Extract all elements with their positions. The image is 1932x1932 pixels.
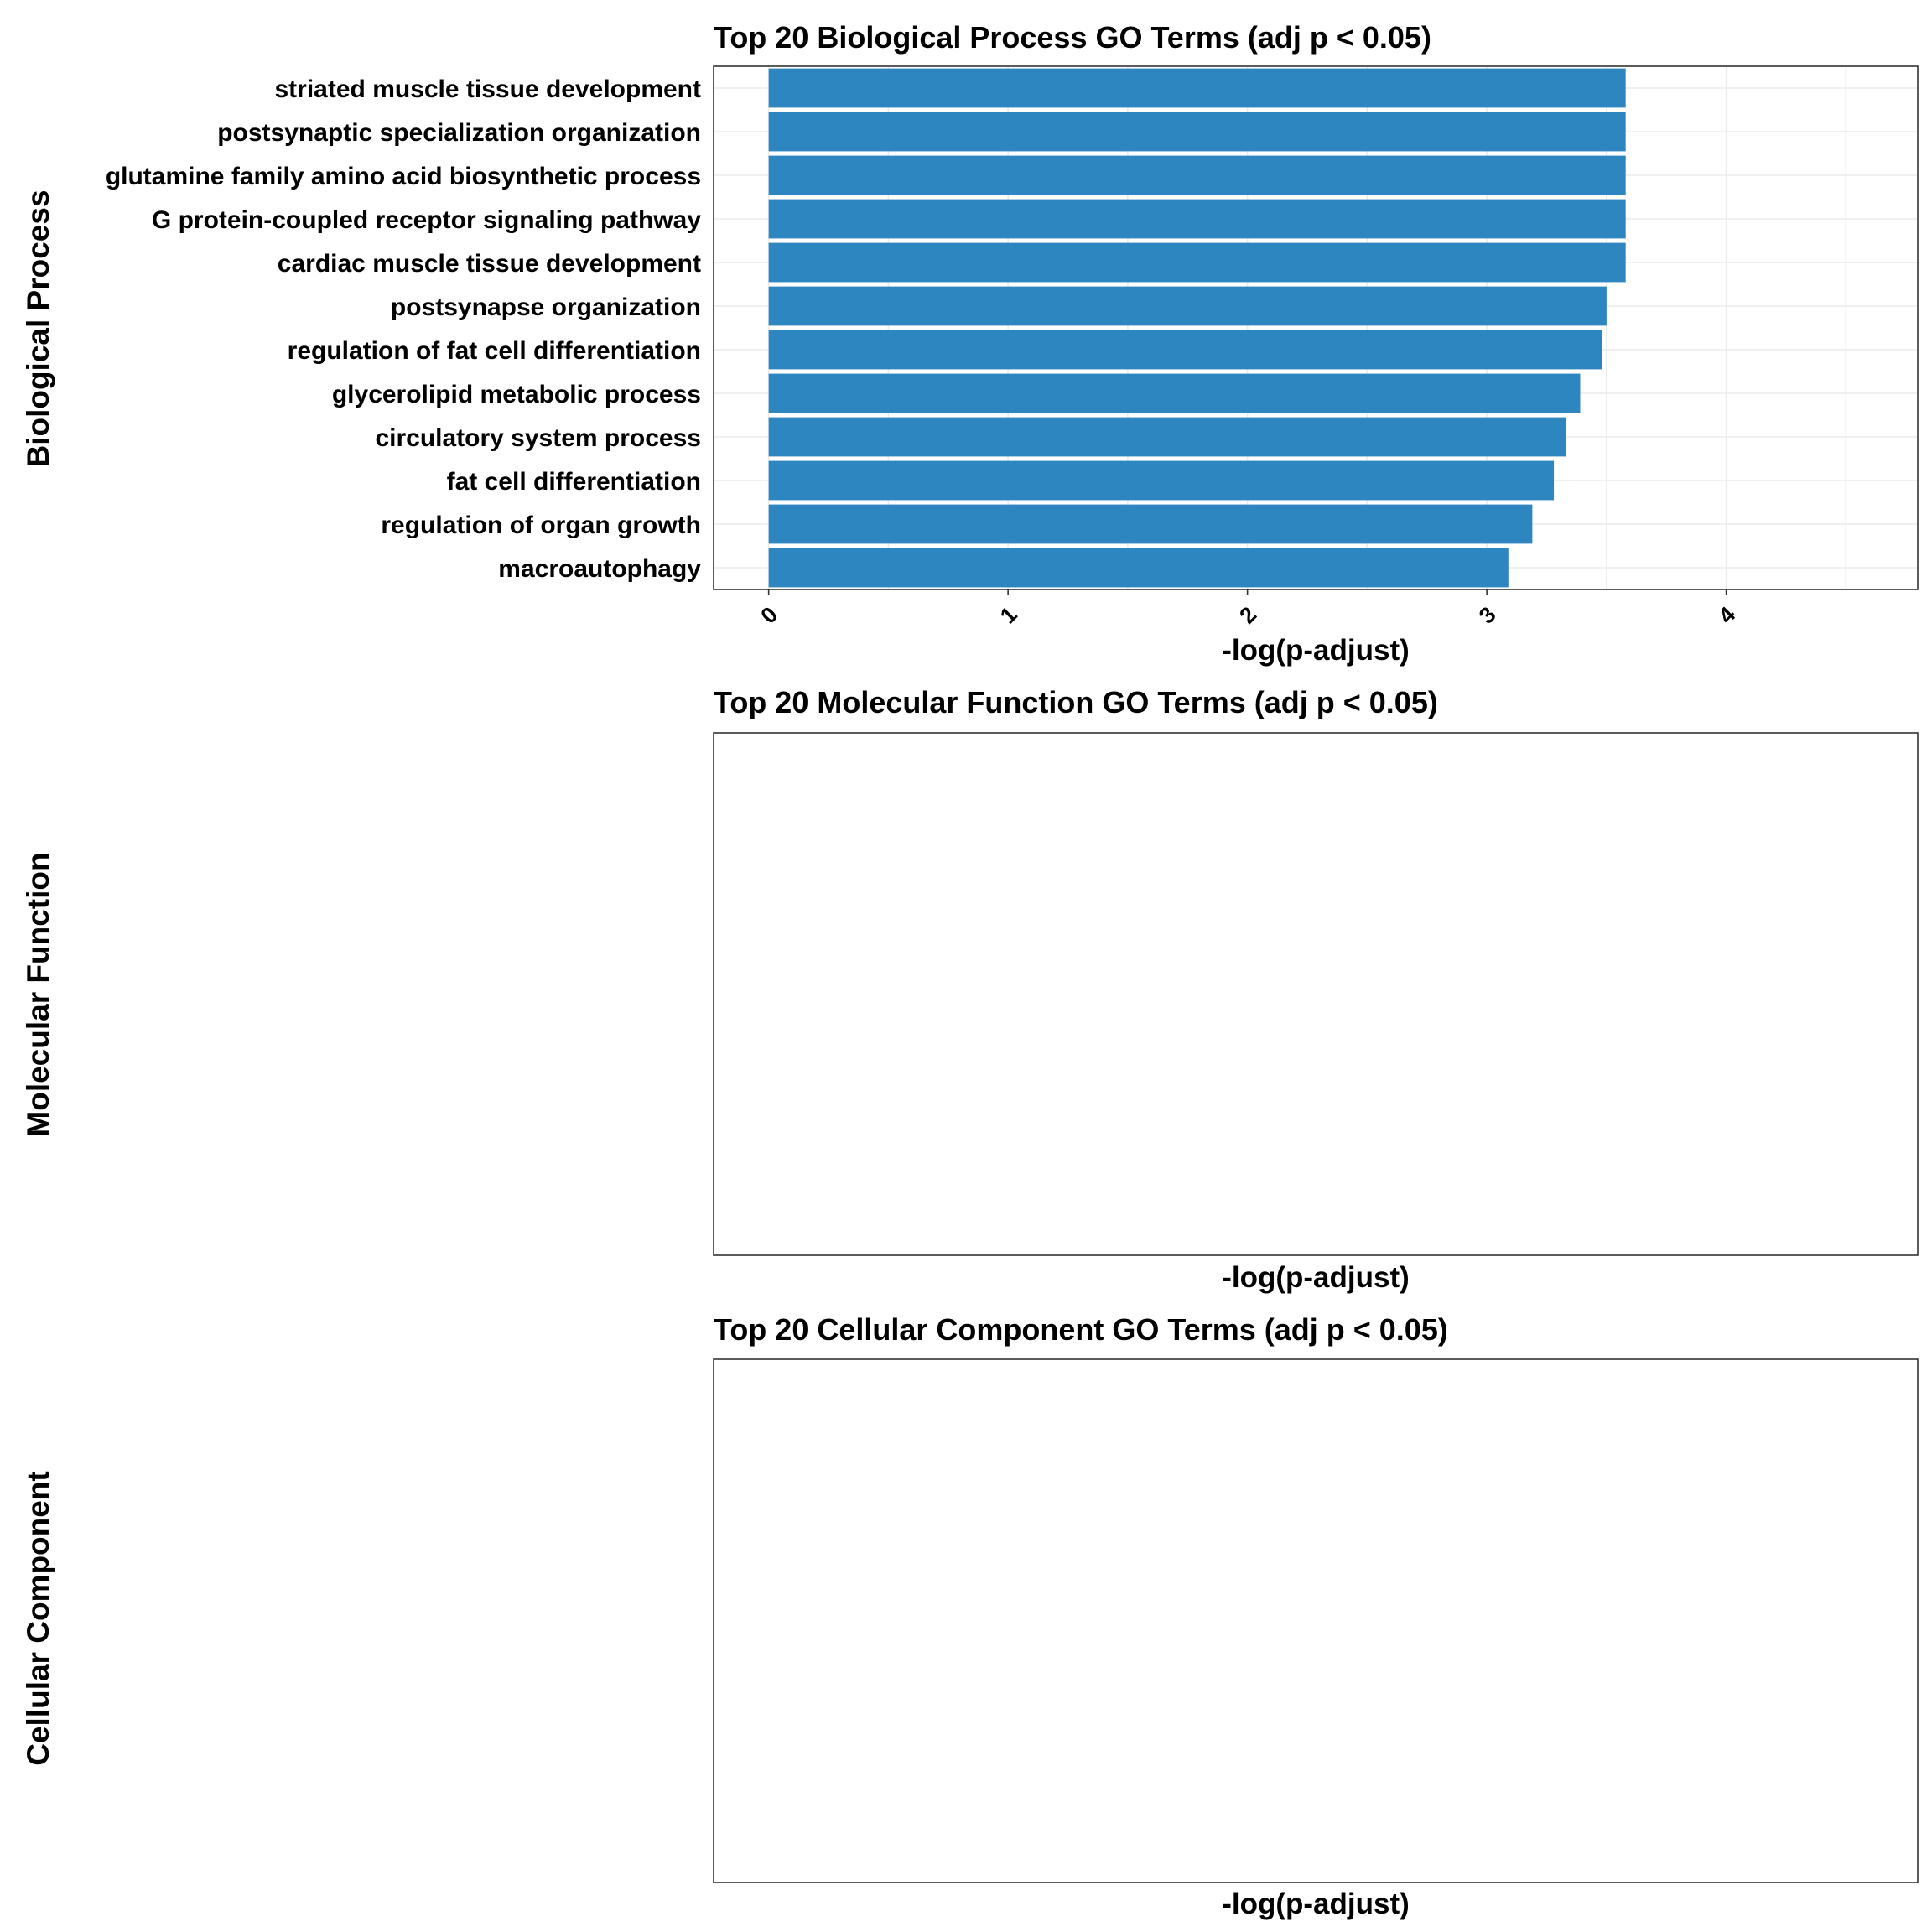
bp-bar [768, 417, 1566, 457]
bp-category-label: cardiac muscle tissue development [278, 250, 701, 278]
cc-plot-frame [713, 1358, 1919, 1883]
bp-category-label: fat cell differentiation [447, 468, 701, 496]
bp-bars [768, 68, 1626, 588]
bp-bar [768, 330, 1602, 370]
bp-category-label: glutamine family amino acid biosynthetic… [106, 163, 701, 190]
bp-category-label: postsynaptic specialization organization [217, 119, 701, 147]
mf-plot-frame [713, 732, 1919, 1256]
bp-strip-label: Biological Process [21, 190, 55, 467]
bp-category-labels: striated muscle tissue development postsy… [106, 75, 702, 583]
panel-cellular-component: Top 20 Cellular Component GO Terms (adj … [21, 1312, 1919, 1920]
bp-bar [768, 373, 1581, 413]
bp-bar [768, 199, 1626, 239]
mf-title: Top 20 Molecular Function GO Terms (adj … [714, 685, 1438, 719]
bp-x-axis-title: -log(p-adjust) [1222, 634, 1410, 667]
bp-x-tick-label: 4 [1713, 602, 1740, 629]
bp-plot-frame [713, 65, 1919, 590]
mf-x-axis-title: -log(p-adjust) [1222, 1261, 1410, 1294]
bp-category-label: G protein-coupled receptor signaling pat… [152, 206, 701, 234]
bp-bar [768, 460, 1555, 501]
bp-bar [768, 68, 1626, 108]
bp-bar [768, 242, 1626, 283]
bp-bar [768, 112, 1626, 152]
cc-x-axis-title: -log(p-adjust) [1222, 1888, 1410, 1920]
bp-category-label: glycerolipid metabolic process [332, 381, 701, 408]
bp-category-label: postsynapse organization [391, 293, 701, 321]
bp-category-label: regulation of fat cell differentiation [288, 337, 701, 365]
cc-strip-label: Cellular Component [21, 1471, 55, 1766]
bp-category-label: macroautophagy [498, 555, 701, 583]
bp-x-tick-label: 2 [1234, 602, 1261, 629]
bp-x-tick-labels: 0 1 2 3 4 [756, 589, 1740, 629]
bp-category-label: regulation of organ growth [381, 512, 701, 539]
cc-title: Top 20 Cellular Component GO Terms (adj … [714, 1312, 1448, 1347]
bp-bar [768, 155, 1626, 195]
panel-biological-process: Top 20 Biological Process GO Terms (adj … [21, 20, 1919, 667]
bp-title: Top 20 Biological Process GO Terms (adj … [714, 20, 1431, 55]
bp-bar [768, 504, 1533, 544]
bp-bar [768, 548, 1509, 588]
bp-x-tick-label: 1 [995, 602, 1022, 629]
panel-molecular-function: Top 20 Molecular Function GO Terms (adj … [21, 685, 1919, 1294]
bp-x-tick-label: 3 [1474, 602, 1501, 629]
bp-category-label: circulatory system process [375, 424, 701, 452]
mf-strip-label: Molecular Function [21, 852, 55, 1136]
bp-bar [768, 286, 1607, 326]
bp-x-tick-label: 0 [756, 602, 782, 629]
bp-category-label: striated muscle tissue development [274, 75, 701, 103]
